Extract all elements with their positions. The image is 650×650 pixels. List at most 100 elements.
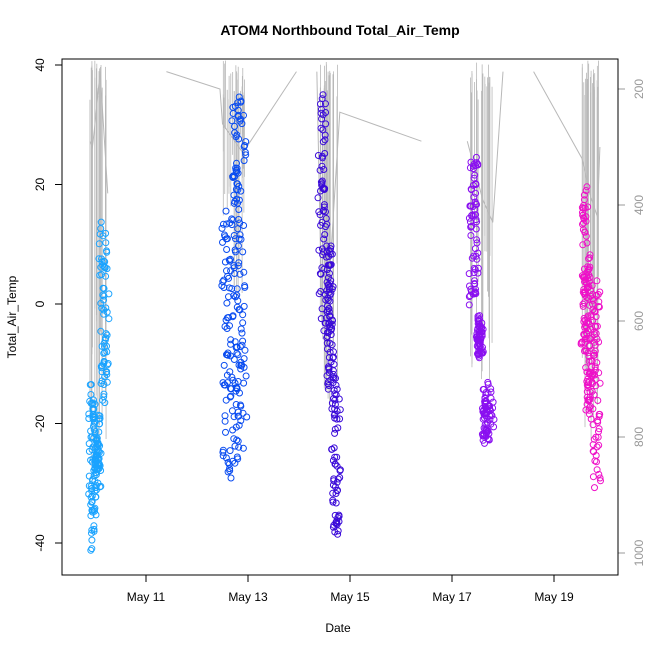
temp-point <box>580 191 588 199</box>
temp-point <box>92 511 100 519</box>
temp-point <box>85 415 93 422</box>
temp-point <box>224 468 232 476</box>
temp-point <box>233 159 240 167</box>
temp-point <box>102 229 110 237</box>
temp-point <box>220 361 228 369</box>
temp-point <box>590 435 598 443</box>
temp-point <box>232 401 240 408</box>
temp-point <box>327 326 335 334</box>
temp-point <box>95 415 103 423</box>
temp-point <box>322 100 329 108</box>
temp-point <box>330 353 337 361</box>
temp-point <box>331 390 339 398</box>
temp-point <box>90 396 97 404</box>
temp-point <box>582 406 590 414</box>
temp-point <box>578 338 586 346</box>
temp-point <box>593 359 601 367</box>
temp-point <box>589 296 597 304</box>
temp-point <box>219 448 227 456</box>
y-tick-label: 20 <box>33 178 47 192</box>
temp-point <box>102 304 110 312</box>
temp-point <box>320 203 328 211</box>
x-tick-label: May 11 <box>127 590 166 604</box>
temp-point <box>476 324 484 331</box>
temp-point <box>581 204 589 212</box>
temp-point <box>478 430 486 438</box>
temp-point <box>335 512 343 520</box>
temp-point <box>317 105 325 113</box>
temp-point <box>583 239 591 247</box>
temp-point <box>327 331 335 339</box>
temp-point <box>579 220 586 228</box>
temp-point <box>97 380 105 387</box>
temp-point <box>326 297 334 305</box>
y-axis-label: Total_Air_Temp <box>5 275 19 358</box>
temp-point <box>487 388 495 396</box>
temp-point <box>239 409 247 417</box>
temp-point <box>98 271 105 278</box>
temp-point <box>93 451 100 459</box>
temp-point <box>233 285 241 293</box>
temp-point <box>578 272 586 280</box>
temp-point <box>585 404 593 412</box>
temp-point <box>473 159 481 167</box>
temp-point <box>239 248 247 256</box>
temp-point <box>594 397 602 404</box>
temp-point <box>95 255 103 263</box>
temp-point <box>91 428 99 436</box>
temp-point <box>472 290 480 298</box>
temp-point <box>589 447 597 455</box>
temp-point <box>585 357 593 365</box>
temp-point <box>587 369 595 377</box>
temp-point <box>583 272 591 280</box>
y2-tick-label: 800 <box>632 427 646 447</box>
temp-point <box>100 292 108 300</box>
temp-point <box>328 285 336 293</box>
temp-point <box>237 401 244 409</box>
temp-point <box>230 199 238 207</box>
temp-point <box>329 481 337 489</box>
temp-point <box>100 306 108 314</box>
temp-point <box>472 181 480 188</box>
y2-tick-label: 1000 <box>632 539 646 566</box>
temp-point <box>98 364 105 372</box>
temp-point <box>584 397 592 404</box>
temp-point <box>233 131 241 139</box>
temp-point <box>584 312 592 320</box>
temp-point <box>585 377 593 385</box>
temp-point <box>317 124 325 132</box>
temp-point <box>234 113 242 121</box>
temp-point <box>592 433 600 441</box>
temp-point <box>318 218 326 226</box>
temp-point <box>324 378 332 386</box>
temp-point <box>323 220 331 228</box>
temp-point <box>321 231 329 239</box>
temp-point <box>325 285 333 293</box>
temp-point <box>230 264 238 272</box>
temp-point <box>480 424 488 432</box>
temp-point <box>237 365 245 373</box>
temp-point <box>594 433 602 441</box>
temp-point <box>318 162 326 170</box>
temp-point <box>472 189 480 197</box>
temp-point <box>482 398 490 405</box>
y2-tick-label: 200 <box>632 79 646 99</box>
temp-point <box>235 135 243 143</box>
temp-point <box>586 251 594 259</box>
temp-point <box>473 255 481 263</box>
temp-point <box>229 426 237 434</box>
temp-point <box>579 300 587 308</box>
temp-point <box>591 363 599 371</box>
temp-point <box>579 288 587 296</box>
temp-point <box>101 264 109 272</box>
temp-point <box>85 490 93 498</box>
temp-point <box>103 248 111 256</box>
temp-point <box>321 136 329 144</box>
temp-point <box>468 186 475 194</box>
temp-point <box>231 173 239 181</box>
temp-point <box>87 512 95 520</box>
temp-point <box>470 269 478 277</box>
temp-point <box>93 451 101 459</box>
temp-point <box>319 126 327 134</box>
temp-point <box>331 528 339 536</box>
